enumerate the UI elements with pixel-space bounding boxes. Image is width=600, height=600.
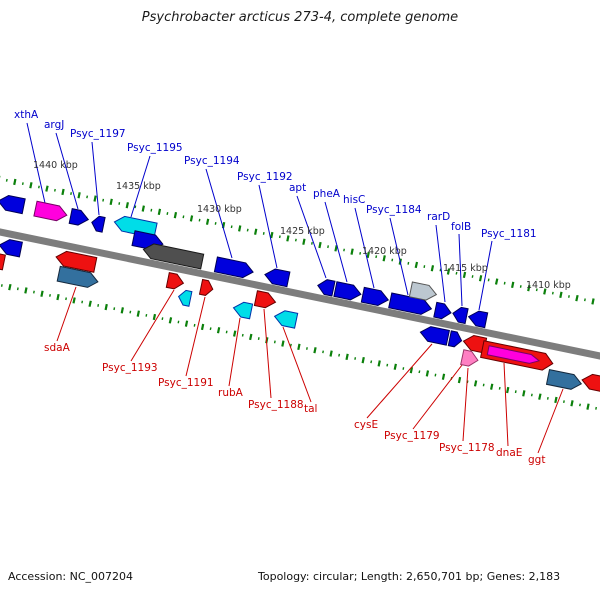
label-leader-line xyxy=(55,132,79,210)
gene-arrow[interactable] xyxy=(433,301,452,320)
gene-label-Psyc_1178[interactable]: Psyc_1178 xyxy=(439,442,495,454)
gene-arrow[interactable] xyxy=(198,278,214,296)
label-leader-line xyxy=(205,168,233,259)
page-title: Psychrobacter arcticus 273-4, complete g… xyxy=(141,10,459,25)
gene-arrow[interactable] xyxy=(447,330,463,348)
gene-label-tal[interactable]: tal xyxy=(304,403,317,415)
label-leader-line xyxy=(503,362,509,447)
label-leader-line xyxy=(389,217,409,296)
gene-label-Psyc_1195[interactable]: Psyc_1195 xyxy=(127,142,183,154)
gene-arrow[interactable] xyxy=(213,256,254,279)
gene-label-Psyc_1191[interactable]: Psyc_1191 xyxy=(158,377,214,389)
gene-label-rarD[interactable]: rarD xyxy=(427,211,450,223)
label-leader-line xyxy=(91,141,100,216)
gene-label-sdaA[interactable]: sdaA xyxy=(44,342,71,354)
label-leader-line xyxy=(478,240,493,311)
gene-arrow[interactable] xyxy=(0,239,23,258)
gene-label-folB[interactable]: folB xyxy=(451,221,471,233)
label-leader-line xyxy=(258,184,278,269)
gene-arrow[interactable] xyxy=(0,194,26,215)
label-leader-line xyxy=(130,289,175,362)
label-leader-line xyxy=(462,367,469,442)
scale-label: 1415 kbp xyxy=(443,263,488,274)
label-leader-line xyxy=(324,201,348,283)
gene-label-dnaE[interactable]: dnaE xyxy=(496,447,522,459)
gene-label-Psyc_1184[interactable]: Psyc_1184 xyxy=(366,204,422,216)
gene-arrow[interactable] xyxy=(486,345,541,364)
gene-arrow[interactable] xyxy=(0,253,6,271)
label-leader-line xyxy=(26,122,46,204)
scale-label: 1420 kbp xyxy=(362,246,407,257)
gene-arrow[interactable] xyxy=(33,200,68,222)
scale-label: 1425 kbp xyxy=(280,226,325,237)
label-leader-line xyxy=(296,195,327,279)
gene-label-Psyc_1181[interactable]: Psyc_1181 xyxy=(481,228,537,240)
label-leader-line xyxy=(185,296,206,377)
gene-arrow[interactable] xyxy=(317,279,336,297)
gene-arrow[interactable] xyxy=(232,301,254,320)
gene-arrow[interactable] xyxy=(360,286,390,307)
gene-label-apt[interactable]: apt xyxy=(289,182,306,194)
accession-text: Accession: NC_007204 xyxy=(8,570,134,583)
gene-label-Psyc_1179[interactable]: Psyc_1179 xyxy=(384,430,440,442)
gene-label-argJ[interactable]: argJ xyxy=(44,119,64,131)
label-leader-line xyxy=(458,233,463,307)
gene-label-pheA[interactable]: pheA xyxy=(313,188,341,200)
topology-text: Topology: circular; Length: 2,650,701 bp… xyxy=(258,570,561,583)
gene-label-Psyc_1192[interactable]: Psyc_1192 xyxy=(237,171,293,183)
label-leader-line xyxy=(130,155,151,218)
genome-track xyxy=(0,228,600,360)
gene-label-Psyc_1188[interactable]: Psyc_1188 xyxy=(248,399,304,411)
gene-arrow[interactable] xyxy=(581,373,600,392)
ruler-ticks-upper xyxy=(0,175,595,305)
scale-label: 1435 kbp xyxy=(116,181,161,192)
label-leader-line xyxy=(435,224,446,303)
gene-arrow[interactable] xyxy=(56,265,99,288)
gene-arrow[interactable] xyxy=(264,268,291,288)
scale-label: 1410 kbp xyxy=(526,280,571,291)
gene-label-xthA[interactable]: xthA xyxy=(14,109,39,121)
gene-arrow[interactable] xyxy=(545,369,583,390)
gene-arrow[interactable] xyxy=(165,272,185,290)
gene-arrow[interactable] xyxy=(55,250,98,273)
gene-arrow[interactable] xyxy=(177,289,193,307)
gene-arrow[interactable] xyxy=(460,349,479,367)
gene-label-ggt[interactable]: ggt xyxy=(528,454,545,466)
gene-arrow[interactable] xyxy=(68,208,90,226)
ruler-ticks-lower xyxy=(0,283,597,410)
scale-label: 1430 kbp xyxy=(197,204,242,215)
gene-label-hisC[interactable]: hisC xyxy=(343,194,365,206)
gene-label-Psyc_1197[interactable]: Psyc_1197 xyxy=(70,128,126,140)
gene-label-Psyc_1194[interactable]: Psyc_1194 xyxy=(184,155,240,167)
label-leader-line xyxy=(282,326,312,403)
scale-label: 1440 kbp xyxy=(33,160,78,171)
gene-label-cysE[interactable]: cysE xyxy=(354,419,378,431)
gene-arrow[interactable] xyxy=(467,310,489,329)
gene-arrow[interactable] xyxy=(273,310,299,329)
label-leader-line xyxy=(366,343,433,419)
label-leader-line xyxy=(228,317,241,387)
gene-arrow[interactable] xyxy=(91,215,106,233)
gene-arrow[interactable] xyxy=(333,281,362,301)
label-leader-line xyxy=(354,207,375,289)
gene-arrow[interactable] xyxy=(452,306,469,325)
gene-arrow[interactable] xyxy=(419,326,450,346)
gene-arrow[interactable] xyxy=(142,243,205,270)
gene-arrow[interactable] xyxy=(408,281,438,301)
gene-arrow[interactable] xyxy=(253,290,277,309)
label-leader-line xyxy=(263,308,272,399)
gene-label-Psyc_1193[interactable]: Psyc_1193 xyxy=(102,362,158,374)
label-leader-line xyxy=(537,388,564,454)
gene-label-rubA[interactable]: rubA xyxy=(218,387,244,399)
label-leader-line xyxy=(56,286,77,342)
